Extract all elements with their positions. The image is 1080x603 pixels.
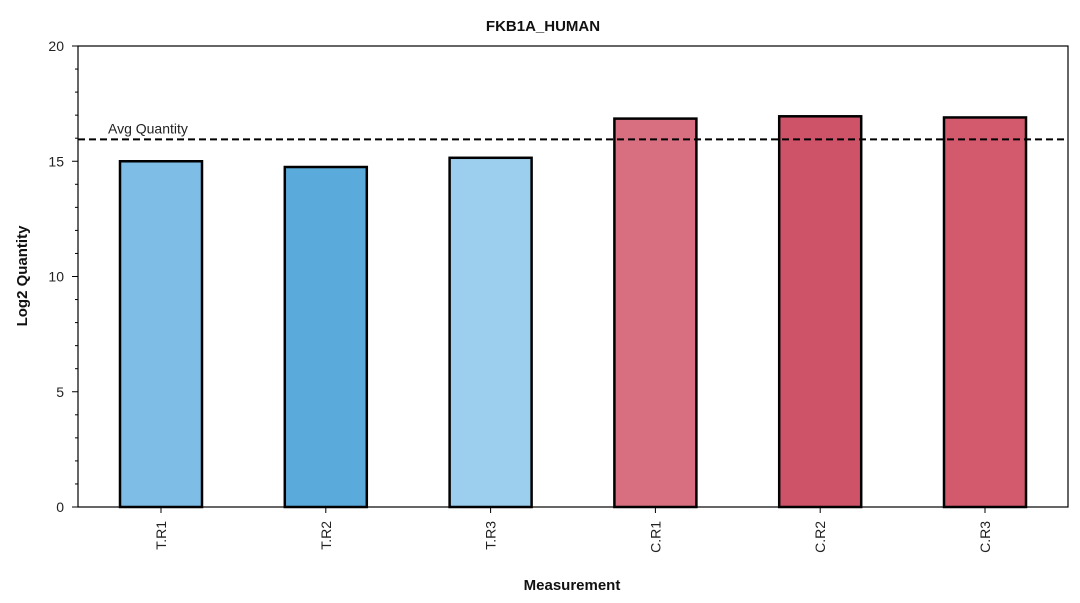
bar-t-r2 bbox=[283, 165, 369, 509]
y-tick-label: 15 bbox=[48, 153, 64, 169]
avg-quantity-label: Avg Quantity bbox=[108, 120, 188, 136]
x-axis-ticks: T.R1 T.R2 T.R3 C.R1 C.R2 C.R3 bbox=[153, 507, 993, 553]
bar-t-r3 bbox=[448, 156, 533, 509]
y-tick-label: 10 bbox=[48, 269, 64, 285]
x-tick-label: T.R1 bbox=[153, 521, 169, 550]
x-tick-label: C.R1 bbox=[647, 521, 663, 553]
x-axis-label: Measurement bbox=[524, 577, 621, 594]
y-tick-label: 20 bbox=[48, 38, 64, 54]
x-tick-label: C.R2 bbox=[812, 521, 828, 553]
bar-c-r1 bbox=[613, 117, 698, 509]
bars bbox=[118, 115, 1028, 509]
x-tick-label: C.R3 bbox=[977, 521, 993, 553]
y-tick-label: 5 bbox=[56, 384, 64, 400]
bar-t-r1 bbox=[118, 160, 204, 509]
bar-c-r3 bbox=[942, 116, 1028, 509]
x-tick-label: T.R3 bbox=[483, 521, 499, 550]
bar-c-r2 bbox=[777, 115, 863, 509]
y-axis-label: Log2 Quantity bbox=[14, 225, 31, 326]
x-tick-label: T.R2 bbox=[318, 521, 334, 550]
y-axis-ticks: 0 5 10 15 20 bbox=[48, 38, 78, 515]
avg-quantity-reference: Avg Quantity bbox=[78, 120, 1068, 141]
chart-title: FKB1A_HUMAN bbox=[486, 18, 600, 35]
plot-area-frame bbox=[77, 45, 1069, 508]
y-tick-label: 0 bbox=[56, 499, 64, 515]
